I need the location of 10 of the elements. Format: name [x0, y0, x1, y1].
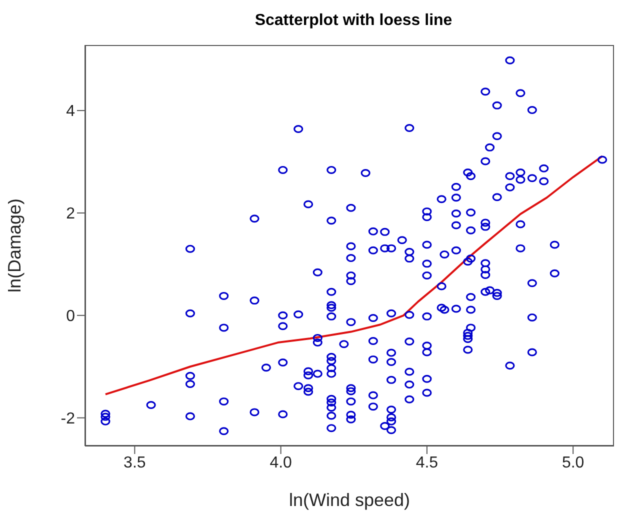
- x-tick-label: 5.0: [562, 454, 584, 472]
- x-axis-title: ln(Wind speed): [288, 490, 410, 510]
- chart-title: Scatterplot with loess line: [254, 12, 454, 30]
- y-tick-label: 0: [66, 308, 76, 326]
- y-tick-label: -2: [60, 410, 76, 428]
- y-tick-label: 2: [66, 206, 76, 223]
- x-tick-label: 3.5: [124, 454, 146, 472]
- y-tick-label: 4: [66, 103, 76, 120]
- x-tick-label: 4.0: [270, 454, 292, 472]
- x-tick-label: 4.5: [416, 454, 438, 472]
